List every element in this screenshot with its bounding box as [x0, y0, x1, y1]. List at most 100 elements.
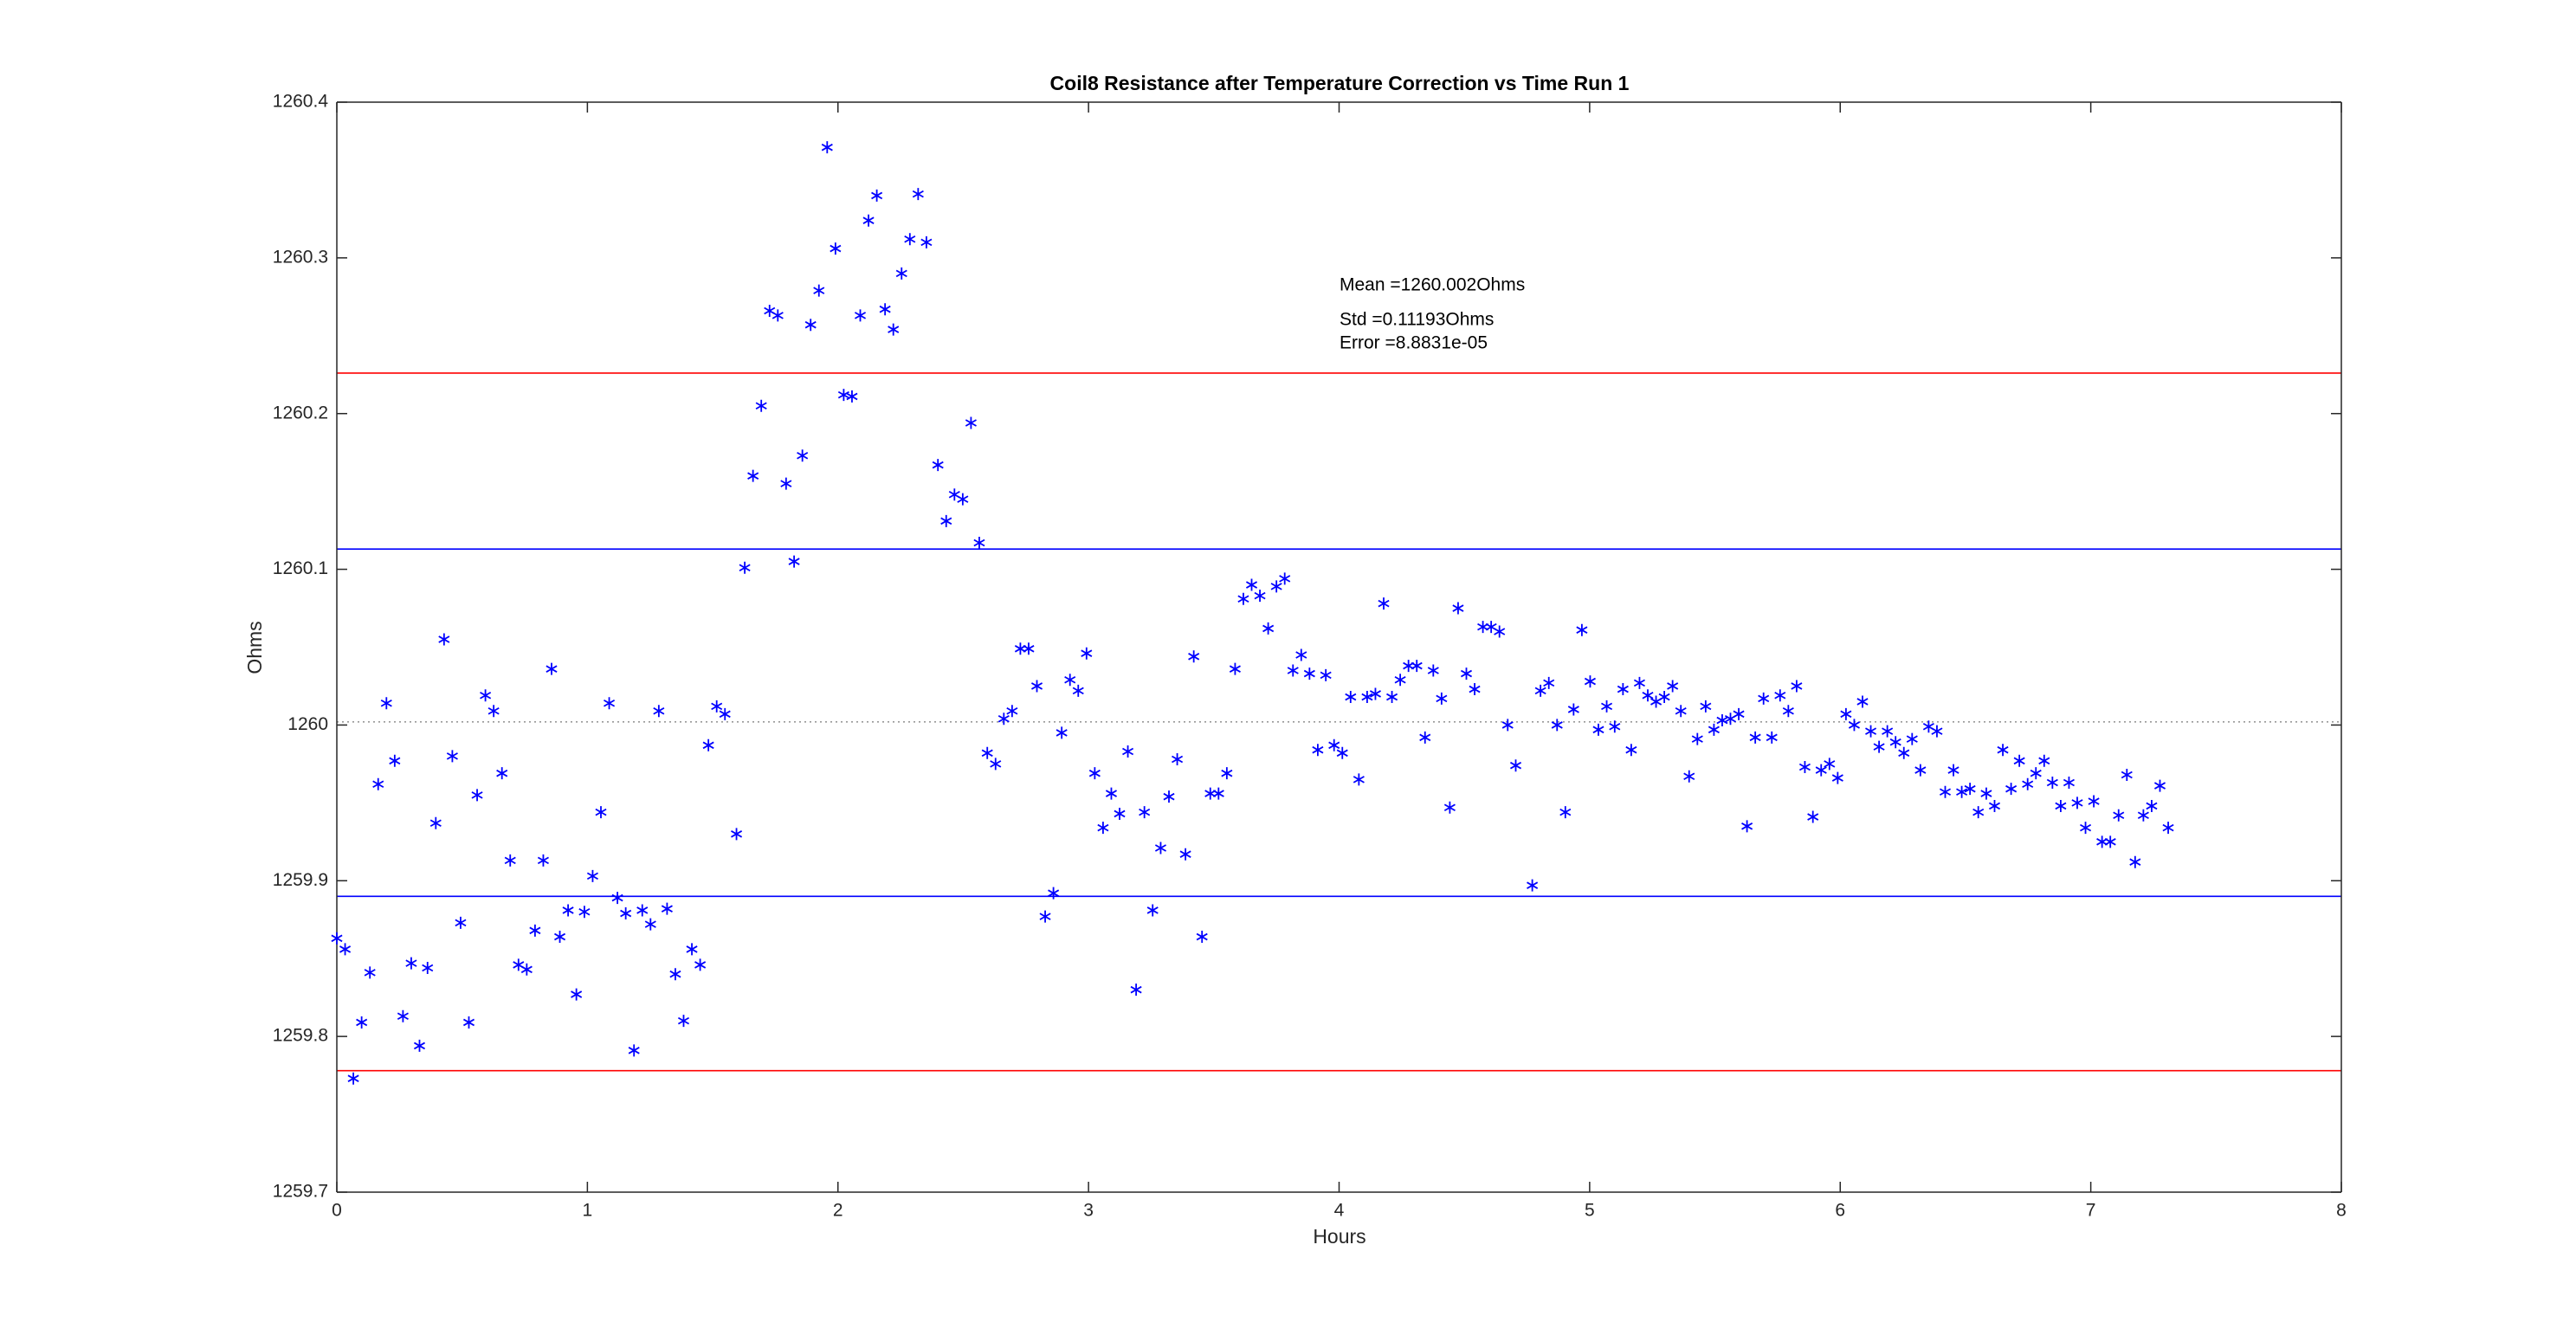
data-point [1394, 674, 1406, 687]
y-tick-label: 1259.8 [273, 1026, 328, 1046]
data-point [830, 242, 842, 255]
data-point [1798, 760, 1811, 773]
data-point [895, 267, 907, 280]
data-point [653, 705, 665, 718]
data-point [562, 904, 574, 917]
data-point [1601, 700, 1613, 713]
data-point [1460, 668, 1473, 680]
data-point [1411, 660, 1423, 673]
data-point [405, 957, 417, 970]
data-point [471, 789, 483, 802]
data-point [1221, 767, 1233, 780]
data-point [1749, 731, 1761, 744]
data-point [1114, 807, 1126, 820]
data-point [446, 750, 458, 763]
chart-title: Coil8 Resistance after Temperature Corre… [1050, 72, 1630, 94]
data-point [1889, 736, 1901, 749]
data-point [1625, 744, 1637, 757]
data-point [571, 988, 583, 1001]
data-point [1766, 731, 1778, 744]
data-point [1700, 700, 1712, 713]
data-point [731, 828, 743, 841]
data-point [1782, 705, 1794, 718]
data-point [438, 633, 450, 646]
data-point [1824, 758, 1836, 771]
data-point [1081, 647, 1093, 660]
data-point [1898, 746, 1910, 759]
data-point [1988, 799, 2001, 812]
x-tick-label: 2 [833, 1201, 843, 1221]
y-tick-label: 1260.2 [273, 403, 328, 422]
data-point [1494, 625, 1506, 638]
data-point [1312, 744, 1324, 757]
data-point [1336, 746, 1348, 759]
data-point [1658, 691, 1670, 704]
data-point [2022, 777, 2034, 790]
data-point [788, 555, 800, 568]
data-point [356, 1016, 368, 1029]
data-point [1154, 842, 1167, 855]
data-point [429, 816, 442, 829]
x-tick-label: 1 [583, 1201, 593, 1221]
data-point [455, 916, 467, 929]
data-point [364, 966, 376, 979]
data-point [1509, 759, 1522, 772]
data-point [2071, 796, 2083, 809]
data-point [1683, 770, 1695, 783]
annotation: Std =0.11193Ohms [1340, 310, 1494, 330]
data-point [2055, 799, 2067, 812]
data-point [1758, 692, 1770, 705]
data-point [2080, 822, 2092, 835]
x-tick-label: 5 [1585, 1201, 1595, 1221]
data-point [1427, 664, 1439, 677]
data-point [1361, 691, 1373, 704]
x-tick-label: 4 [1334, 1201, 1345, 1221]
data-point [2038, 754, 2050, 767]
data-point [888, 323, 900, 336]
data-point [1229, 662, 1241, 675]
data-point [1039, 910, 1051, 923]
data-point [1072, 684, 1084, 697]
data-point [1378, 597, 1390, 610]
data-point [1551, 719, 1563, 732]
annotation: Mean =1260.002Ohms [1340, 275, 1525, 295]
data-point [862, 214, 875, 227]
y-tick-label: 1260.3 [273, 247, 328, 267]
data-point [1642, 689, 1654, 702]
data-point [389, 754, 401, 767]
data-point [1501, 719, 1514, 732]
data-point [1807, 810, 1819, 823]
data-point [2129, 855, 2141, 868]
data-point [1592, 723, 1604, 736]
data-point [1534, 684, 1546, 697]
data-point [1741, 820, 1753, 833]
data-point [554, 931, 566, 944]
data-point [2104, 835, 2116, 848]
data-point [686, 943, 698, 956]
annotation: Error =8.8831e-05 [1340, 333, 1488, 353]
data-point [644, 918, 656, 931]
y-tick-label: 1260.4 [273, 92, 329, 112]
data-point [1972, 806, 1985, 819]
data-point [772, 309, 784, 322]
x-axis-label: Hours [1313, 1225, 1365, 1248]
y-tick-label: 1259.7 [273, 1182, 328, 1202]
data-point [2063, 776, 2075, 789]
data-point [504, 854, 516, 867]
x-tick-label: 8 [2336, 1201, 2347, 1221]
data-point [904, 233, 916, 246]
data-point [1237, 592, 1249, 605]
y-axis-label: Ohms [243, 621, 266, 674]
data-point [1469, 683, 1481, 696]
data-point [1064, 674, 1076, 687]
data-point [1848, 719, 1860, 732]
data-point [719, 707, 731, 720]
data-point [1617, 683, 1629, 696]
data-point [1245, 578, 1258, 591]
data-point [702, 738, 714, 751]
data-point [821, 141, 833, 154]
data-point [1997, 744, 2009, 757]
data-point [747, 469, 759, 482]
data-point [1815, 764, 1827, 777]
